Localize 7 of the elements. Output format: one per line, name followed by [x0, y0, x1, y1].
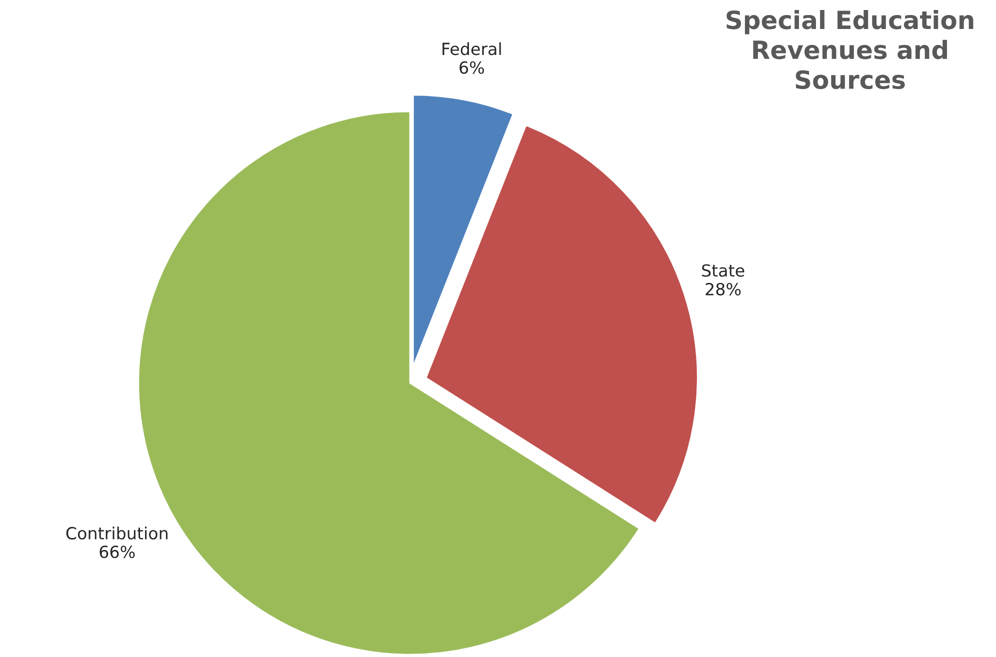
slice-label: Contribution: [66, 526, 168, 540]
data-label: 6%: [460, 61, 484, 74]
data-label: 28%: [706, 282, 741, 296]
slice-label: Federal: [442, 42, 501, 56]
data-label: 66%: [100, 546, 135, 558]
slice-label: State: [702, 264, 744, 277]
text: Special Education Revenues and Sources: [726, 10, 974, 90]
